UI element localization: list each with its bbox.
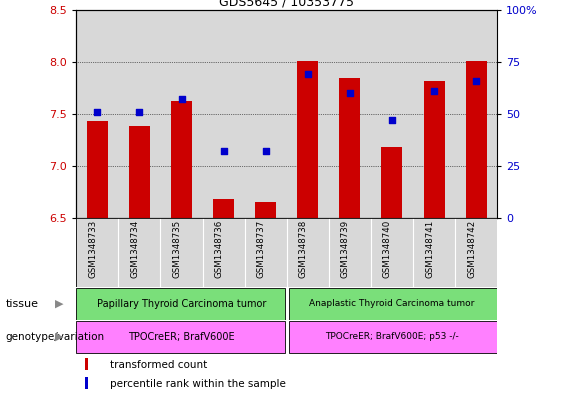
Bar bbox=[371, 10, 413, 218]
Bar bbox=[119, 10, 160, 218]
Bar bbox=[76, 10, 119, 218]
Bar bbox=[424, 81, 445, 218]
Point bbox=[303, 71, 312, 77]
Point bbox=[219, 148, 228, 154]
Text: TPOCreER; BrafV600E: TPOCreER; BrafV600E bbox=[128, 332, 235, 342]
Text: Papillary Thyroid Carcinoma tumor: Papillary Thyroid Carcinoma tumor bbox=[97, 299, 266, 309]
Bar bbox=[85, 377, 88, 389]
Bar bbox=[329, 218, 371, 287]
Point bbox=[429, 88, 438, 94]
Point bbox=[177, 96, 186, 103]
Point bbox=[135, 109, 144, 115]
Bar bbox=[202, 10, 245, 218]
Bar bbox=[455, 218, 497, 287]
Bar bbox=[255, 202, 276, 218]
Bar bbox=[76, 321, 285, 353]
Text: GSM1348733: GSM1348733 bbox=[88, 220, 97, 278]
Text: ▶: ▶ bbox=[55, 299, 64, 309]
Text: Anaplastic Thyroid Carcinoma tumor: Anaplastic Thyroid Carcinoma tumor bbox=[309, 299, 475, 308]
Text: GSM1348740: GSM1348740 bbox=[383, 220, 392, 278]
Bar bbox=[381, 147, 402, 218]
Bar bbox=[85, 358, 88, 370]
Bar bbox=[413, 10, 455, 218]
Bar bbox=[413, 218, 455, 287]
Point bbox=[345, 90, 354, 96]
Text: percentile rank within the sample: percentile rank within the sample bbox=[110, 378, 286, 389]
Text: GSM1348734: GSM1348734 bbox=[131, 220, 140, 278]
Bar bbox=[213, 199, 234, 218]
Bar bbox=[297, 61, 318, 218]
Bar bbox=[340, 77, 360, 218]
Bar bbox=[202, 218, 245, 287]
Bar bbox=[76, 288, 285, 320]
Text: GSM1348735: GSM1348735 bbox=[172, 220, 181, 278]
Bar bbox=[245, 10, 287, 218]
Text: tissue: tissue bbox=[6, 299, 38, 309]
Bar bbox=[455, 10, 497, 218]
Point bbox=[388, 117, 397, 123]
Bar bbox=[287, 218, 329, 287]
Text: ▶: ▶ bbox=[55, 332, 64, 342]
Bar bbox=[160, 10, 202, 218]
Bar bbox=[76, 218, 119, 287]
Bar bbox=[160, 218, 202, 287]
Text: GSM1348741: GSM1348741 bbox=[425, 220, 434, 278]
Bar bbox=[289, 321, 497, 353]
Text: GSM1348737: GSM1348737 bbox=[257, 220, 266, 278]
Text: GSM1348742: GSM1348742 bbox=[467, 220, 476, 278]
Text: TPOCreER; BrafV600E; p53 -/-: TPOCreER; BrafV600E; p53 -/- bbox=[325, 332, 459, 342]
Text: GSM1348739: GSM1348739 bbox=[341, 220, 350, 278]
Bar bbox=[87, 121, 108, 218]
Bar bbox=[171, 101, 192, 218]
Text: genotype/variation: genotype/variation bbox=[6, 332, 105, 342]
Title: GDS5645 / 10353775: GDS5645 / 10353775 bbox=[219, 0, 354, 9]
Text: GSM1348736: GSM1348736 bbox=[215, 220, 224, 278]
Bar bbox=[287, 10, 329, 218]
Bar bbox=[329, 10, 371, 218]
Bar bbox=[466, 61, 486, 218]
Point bbox=[93, 109, 102, 115]
Point bbox=[472, 77, 481, 84]
Bar bbox=[371, 218, 413, 287]
Bar bbox=[245, 218, 287, 287]
Text: GSM1348738: GSM1348738 bbox=[299, 220, 308, 278]
Point bbox=[261, 148, 270, 154]
Text: transformed count: transformed count bbox=[110, 360, 207, 370]
Bar bbox=[289, 288, 497, 320]
Bar bbox=[129, 127, 150, 218]
Bar bbox=[119, 218, 160, 287]
